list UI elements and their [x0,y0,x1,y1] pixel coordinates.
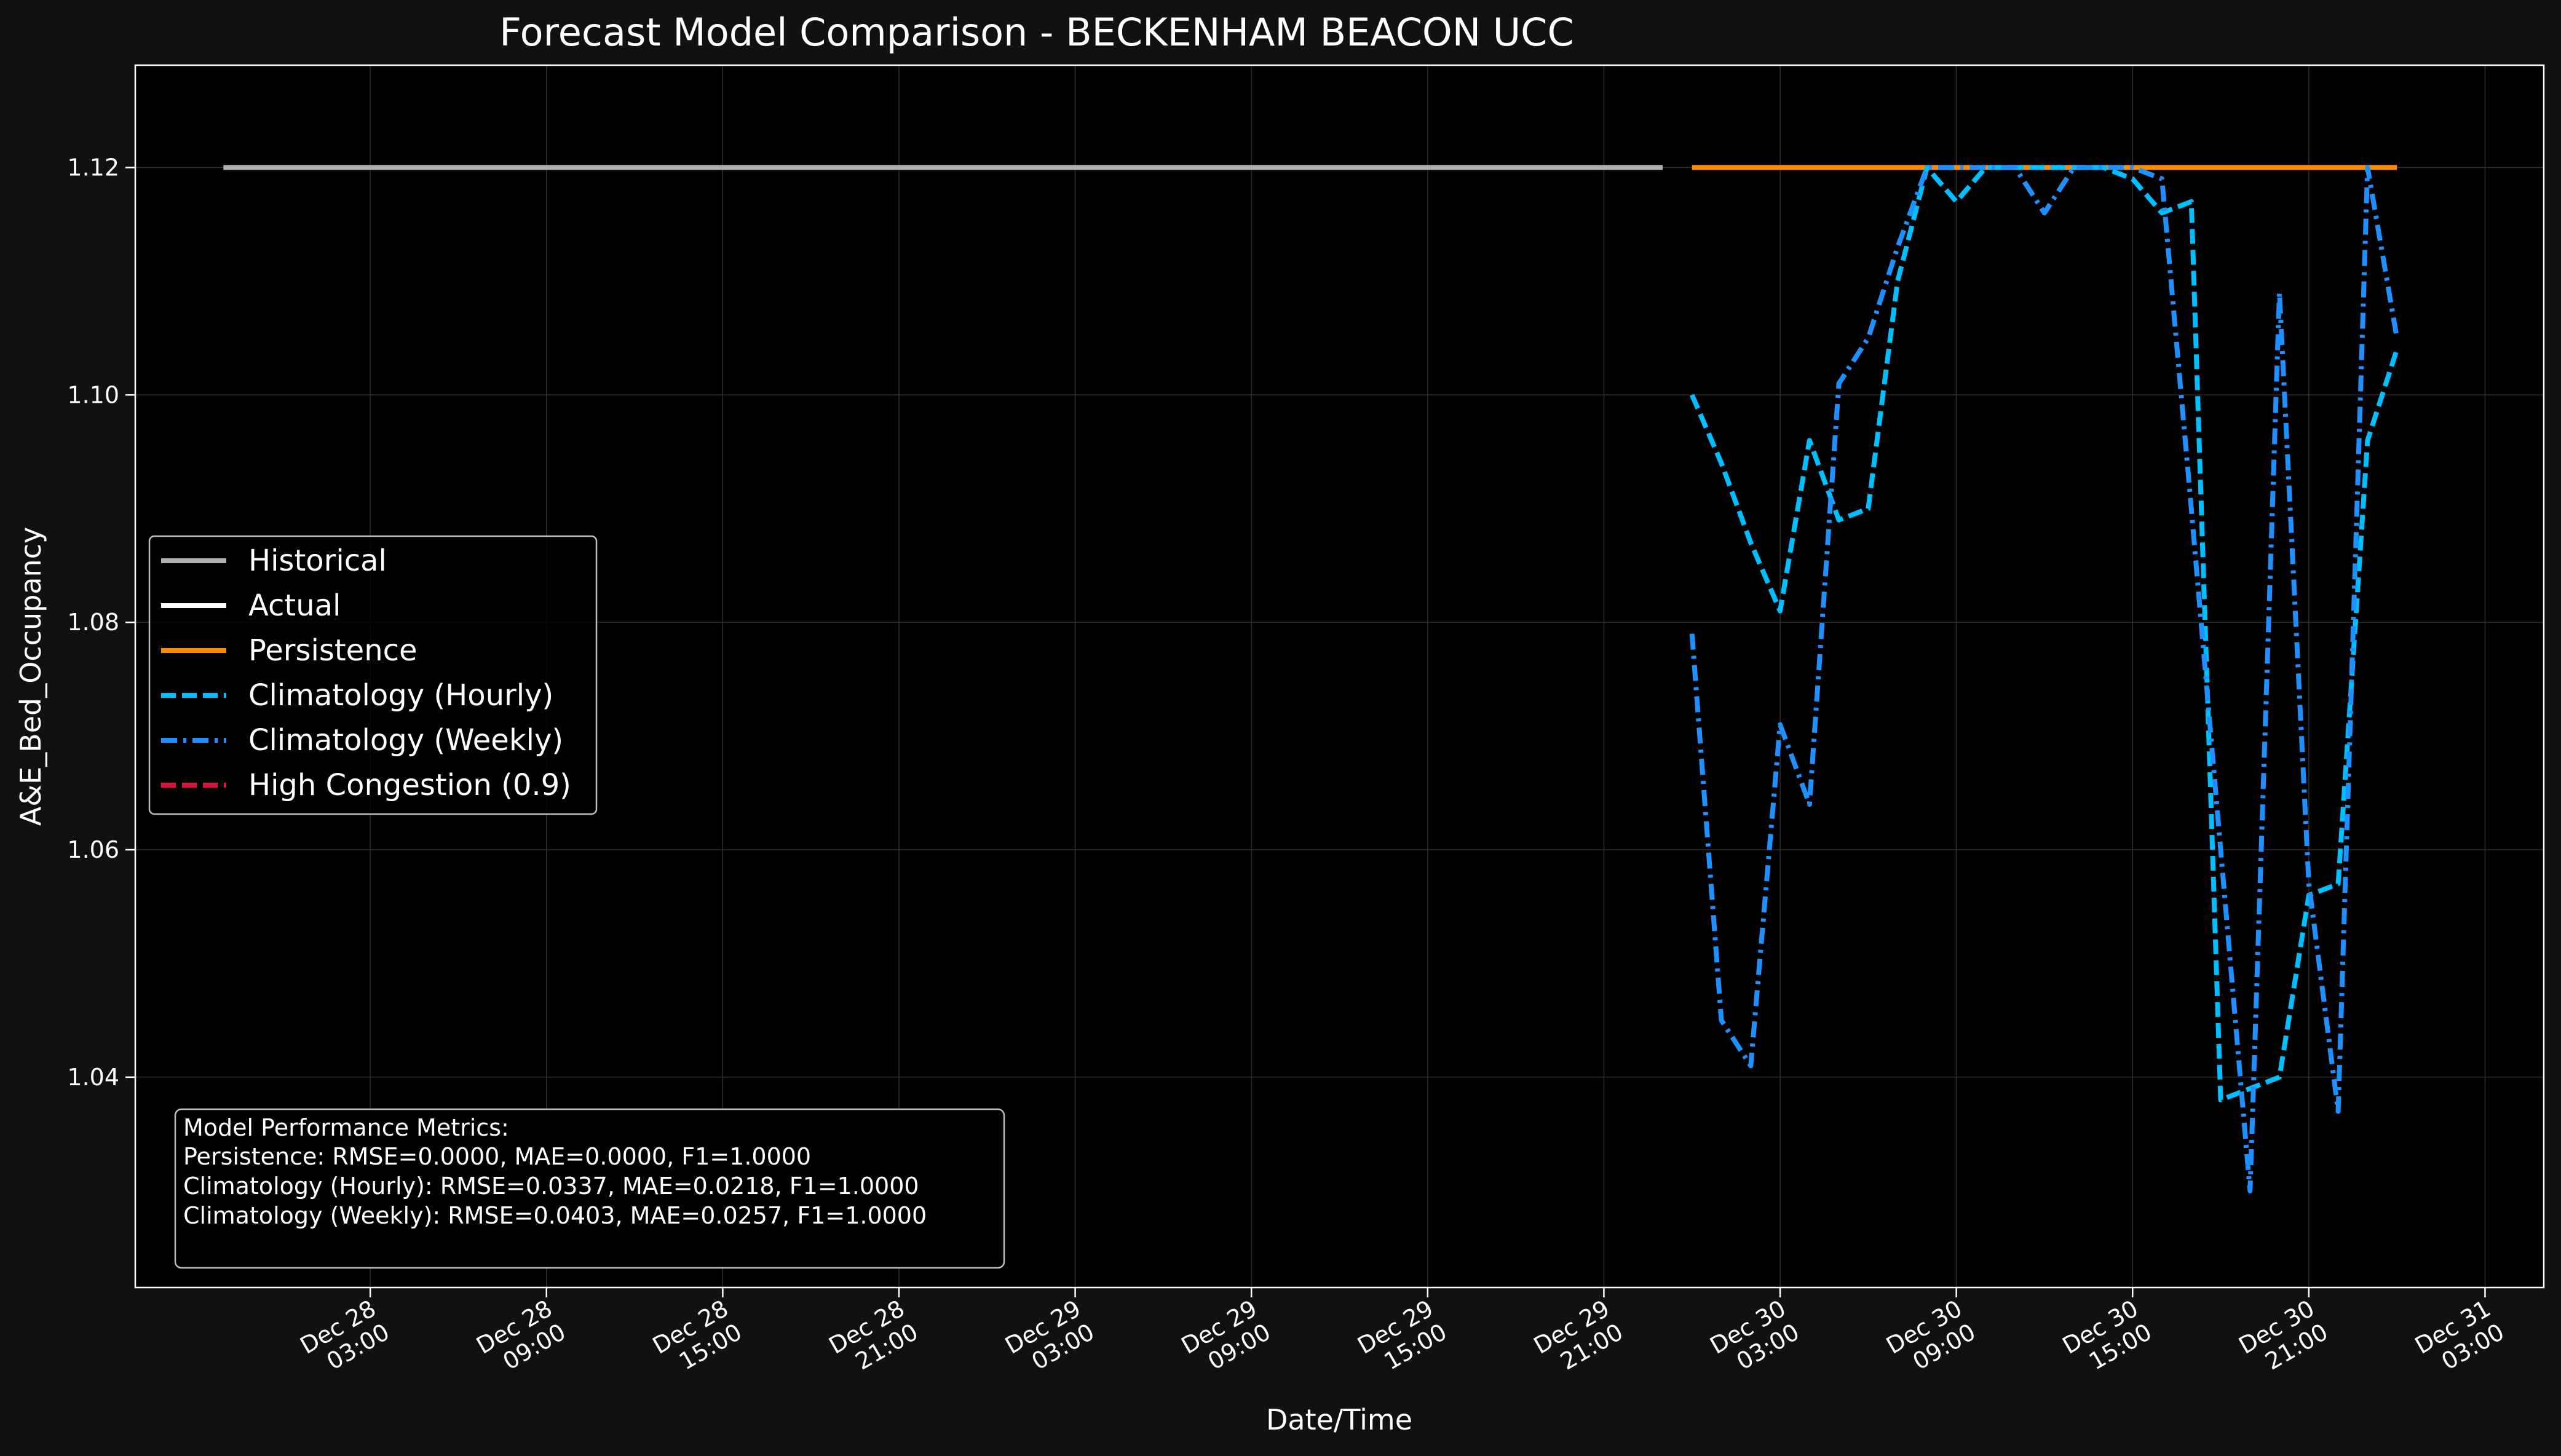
metrics-persistence: Persistence: RMSE=0.0000, MAE=0.0000, F1… [183,1143,811,1170]
legend-box [148,535,598,815]
y-tick-label: 1.06 [67,836,119,863]
legend-label-actual: Actual [248,588,341,623]
grid [135,65,2544,1288]
legend: Historical Actual Persistence Climatology (… [148,535,598,815]
legend-label-persistence: Persistence [248,633,418,668]
series-layer [223,165,2400,1193]
y-tick-label: 1.10 [67,381,119,408]
metrics-box: Model Performance Metrics: Persistence: … [174,1108,1005,1269]
series-line-climatology-hourly [1690,165,2400,1102]
series-line-climatology-weekly [1689,165,2400,1193]
y-axis-label: A&E_Bed_Occupancy [14,527,47,826]
chart-title: Forecast Model Comparison - BECKENHAM BE… [499,10,1574,55]
metrics-box-frame [174,1108,1005,1269]
plot-frame [134,64,2545,1289]
metrics-climatology-hourly: Climatology (Hourly): RMSE=0.0337, MAE=0… [183,1173,919,1200]
x-axis-label: Date/Time [1266,1403,1412,1436]
y-tick-label: 1.04 [67,1064,119,1091]
legend-label-climatology-hourly: Climatology (Hourly) [248,678,553,713]
legend-label-high-congestion-0-9: High Congestion (0.9) [248,768,571,802]
metrics-heading: Model Performance Metrics: [183,1114,509,1141]
metrics-climatology-weekly: Climatology (Weekly): RMSE=0.0403, MAE=0… [183,1202,927,1229]
legend-label-historical: Historical [248,544,387,578]
legend-label-climatology-weekly: Climatology (Weekly) [248,723,563,758]
y-tick-label: 1.12 [67,154,119,181]
y-tick-label: 1.08 [67,609,119,636]
